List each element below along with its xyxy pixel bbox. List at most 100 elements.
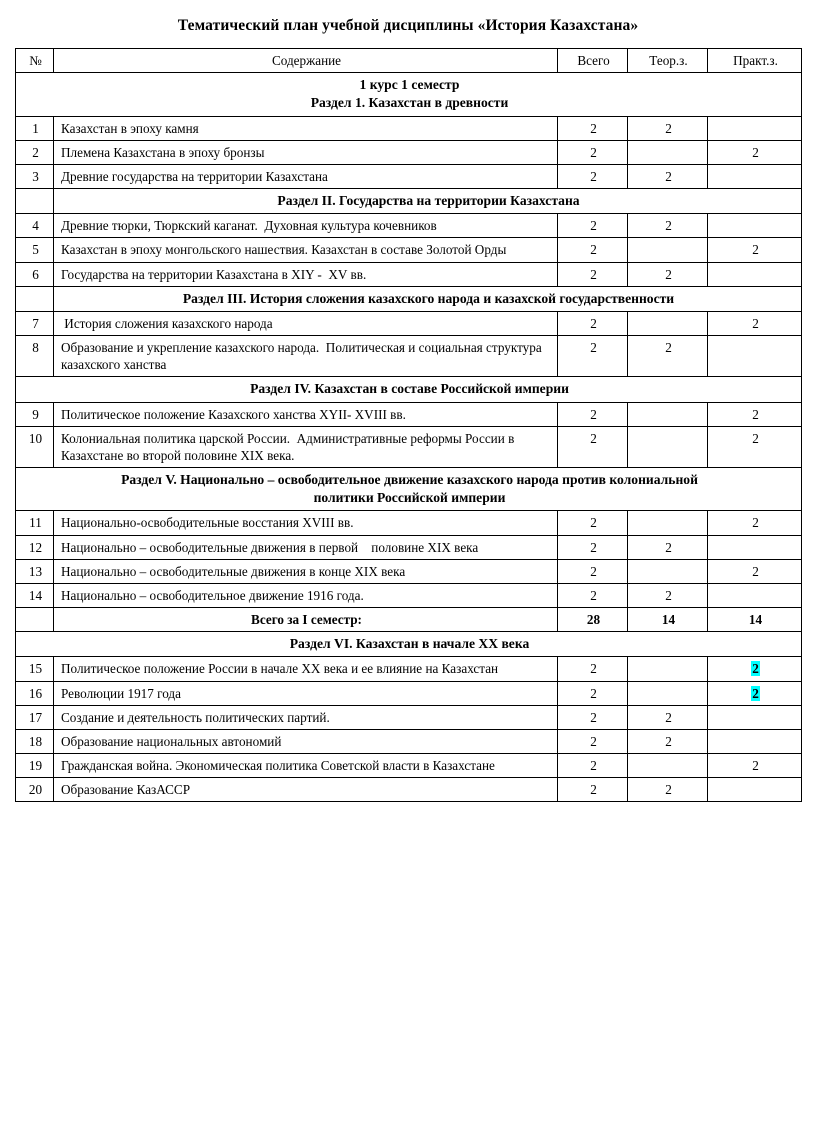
row-topic-label: Племена Казахстана в эпоху бронзы xyxy=(53,139,558,165)
row-practice-hours xyxy=(707,335,802,378)
table-row: 18 Образование национальных автономий 2 2 xyxy=(15,728,802,755)
row-practice-hours: 2 xyxy=(707,310,802,337)
row-total-hours: 2 xyxy=(557,704,628,730)
column-header-practice: Практ.з. xyxy=(707,47,802,74)
row-topic-label: Древние тюрки, Тюркский каганат. Духовна… xyxy=(53,213,558,239)
row-topic-label: Национально – освободительное движение 1… xyxy=(53,582,558,609)
table-row: 15 Политическое положение России в начале… xyxy=(15,656,802,682)
row-topic-label: Образование национальных автономий xyxy=(53,728,558,755)
row-total-hours: 2 xyxy=(557,680,628,706)
table-header: № Содержание Всего Теор.з. Практ.з. xyxy=(15,47,802,74)
row-theory-hours: 2 xyxy=(627,261,708,287)
row-theory-hours: 2 xyxy=(627,335,708,378)
section-heading-label: Раздел V. Национально – освободительное … xyxy=(15,467,802,512)
table-row: 9 Политическое положение Казахского ханст… xyxy=(15,401,802,427)
row-practice-hours: 2 xyxy=(707,656,802,682)
table-row: 10 Колониальная политика царской России. … xyxy=(15,425,802,469)
row-number: 13 xyxy=(15,558,54,584)
row-theory-hours xyxy=(627,680,708,706)
row-number: 2 xyxy=(15,139,54,165)
row-total-hours: 2 xyxy=(557,237,628,263)
row-practice-hours: 2 xyxy=(707,680,802,706)
column-header-number: № xyxy=(15,47,54,74)
row-theory-hours: 2 xyxy=(627,582,708,609)
total-row-practice-value: 14 xyxy=(707,607,802,633)
section-heading-row: Раздел V. Национально – освободительное … xyxy=(15,467,802,512)
page-title: Тематический план учебной дисциплины «Ис… xyxy=(177,17,639,34)
row-theory-hours xyxy=(627,753,708,779)
row-practice-hours: 2 xyxy=(707,510,802,536)
total-row-theory-value: 14 xyxy=(627,607,708,633)
row-theory-hours xyxy=(627,558,708,584)
section-heading-label: Раздел III. История сложения казахского … xyxy=(53,285,802,312)
table-row: 20 Образование КазАССР 2 2 xyxy=(15,777,802,803)
table-header-row: № Содержание Всего Теор.з. Практ.з. xyxy=(15,47,802,74)
row-theory-hours: 2 xyxy=(627,163,708,190)
row-total-hours: 2 xyxy=(557,261,628,287)
section-row-number-spacer xyxy=(15,188,54,215)
row-theory-hours: 2 xyxy=(627,704,708,730)
row-total-hours: 2 xyxy=(557,163,628,190)
row-total-hours: 2 xyxy=(557,753,628,779)
row-total-hours: 2 xyxy=(557,401,628,427)
table-row: 4 Древние тюрки, Тюркский каганат. Духовн… xyxy=(15,213,802,239)
row-theory-hours xyxy=(627,139,708,165)
row-number: 9 xyxy=(15,401,54,427)
section-heading-label: Раздел VI. Казахстан в начале XX века xyxy=(15,631,802,658)
row-topic-label: Гражданская война. Экономическая политик… xyxy=(53,753,558,779)
row-topic-label: Образование КазАССР xyxy=(53,777,558,803)
row-number: 19 xyxy=(15,753,54,779)
row-number: 6 xyxy=(15,261,54,287)
row-number: 20 xyxy=(15,777,54,803)
row-topic-label: Государства на территории Казахстана в X… xyxy=(53,261,558,287)
row-total-hours: 2 xyxy=(557,335,628,378)
column-header-theory: Теор.з. xyxy=(627,47,708,74)
table-row: 13 Национально – освободительные движения… xyxy=(15,558,802,584)
row-topic-label: Революции 1917 года xyxy=(53,680,558,706)
row-practice-hours xyxy=(707,704,802,730)
row-practice-hours: 2 xyxy=(707,425,802,469)
row-number: 18 xyxy=(15,728,54,755)
row-practice-hours xyxy=(707,213,802,239)
highlighted-value: 2 xyxy=(751,661,760,677)
row-theory-hours: 2 xyxy=(627,534,708,560)
row-practice-hours: 2 xyxy=(707,753,802,779)
row-total-hours: 2 xyxy=(557,777,628,803)
row-number: 7 xyxy=(15,310,54,337)
row-practice-hours: 2 xyxy=(707,237,802,263)
row-theory-hours xyxy=(627,425,708,469)
row-practice-hours: 2 xyxy=(707,401,802,427)
table-row: 1 Казахстан в эпоху камня 2 2 xyxy=(15,115,802,141)
thematic-plan-table: № Содержание Всего Теор.з. Практ.з. 1 ку… xyxy=(15,47,802,803)
row-practice-hours xyxy=(707,163,802,190)
row-practice-hours xyxy=(707,582,802,609)
column-header-content: Содержание xyxy=(53,47,558,74)
row-topic-label: Политическое положение Казахского ханств… xyxy=(53,401,558,427)
row-theory-hours: 2 xyxy=(627,213,708,239)
row-total-hours: 2 xyxy=(557,558,628,584)
row-number: 3 xyxy=(15,163,54,190)
section-heading-row: Раздел IV. Казахстан в составе Российско… xyxy=(15,376,802,403)
highlighted-value: 2 xyxy=(751,685,760,701)
table-row: 12 Национально – освободительные движения… xyxy=(15,534,802,560)
row-total-hours: 2 xyxy=(557,582,628,609)
section-heading-label: Раздел II. Государства на территории Каз… xyxy=(53,188,802,215)
table-row: 5 Казахстан в эпоху монгольского нашестви… xyxy=(15,237,802,263)
row-number: 5 xyxy=(15,237,54,263)
section-heading-row: Раздел III. История сложения казахского … xyxy=(15,285,802,312)
section-heading-label: 1 курс 1 семестр Раздел 1. Казахстан в др… xyxy=(15,72,802,117)
row-topic-label: Образование и укрепление казахского наро… xyxy=(53,335,558,378)
row-number: 12 xyxy=(15,534,54,560)
row-topic-label: История сложения казахского народа xyxy=(53,310,558,337)
row-theory-hours: 2 xyxy=(627,728,708,755)
table-row: 7 История сложения казахского народа 2 2 xyxy=(15,310,802,337)
row-theory-hours xyxy=(627,401,708,427)
row-topic-label: Политическое положение России в начале X… xyxy=(53,656,558,682)
row-number: 15 xyxy=(15,656,54,682)
row-total-hours: 2 xyxy=(557,656,628,682)
row-topic-label: Казахстан в эпоху камня xyxy=(53,115,558,141)
table-row: 3 Древние государства на территории Казах… xyxy=(15,163,802,190)
row-practice-hours xyxy=(707,115,802,141)
table-row: 6 Государства на территории Казахстана в … xyxy=(15,261,802,287)
row-number: 11 xyxy=(15,510,54,536)
